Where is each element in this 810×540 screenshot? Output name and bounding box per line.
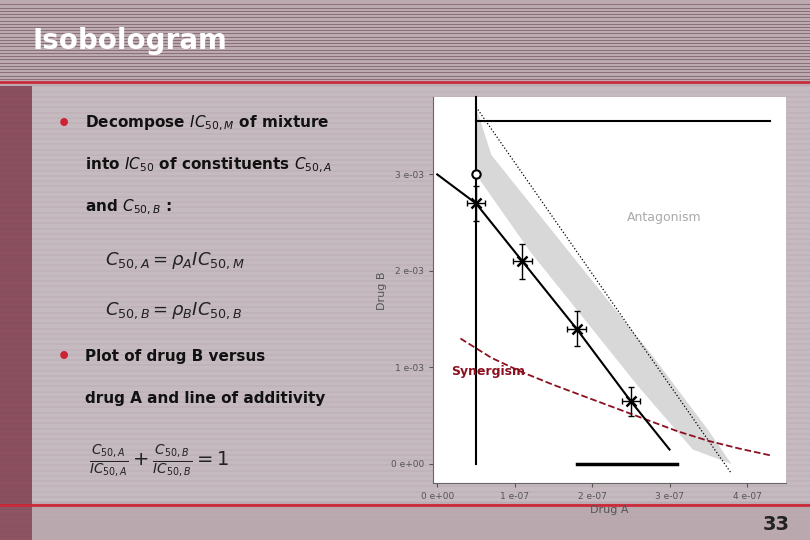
Text: into $\mathit{IC}_{50}$ of constituents $\mathit{C}_{50,\mathit{A}}$: into $\mathit{IC}_{50}$ of constituents … <box>85 156 332 175</box>
Text: Antagonism: Antagonism <box>627 211 701 224</box>
Polygon shape <box>476 107 731 464</box>
Text: and $\mathit{C}_{50,\mathit{B}}$ :: and $\mathit{C}_{50,\mathit{B}}$ : <box>85 197 172 217</box>
Text: 33: 33 <box>763 515 790 534</box>
X-axis label: Drug A: Drug A <box>590 505 629 516</box>
Text: Plot of drug B versus: Plot of drug B versus <box>85 349 266 364</box>
Text: Synergism: Synergism <box>451 365 525 378</box>
Text: •: • <box>57 114 71 134</box>
Text: drug A and line of additivity: drug A and line of additivity <box>85 391 326 406</box>
Text: $C_{50,A} = \rho_A IC_{50,M}$: $C_{50,A} = \rho_A IC_{50,M}$ <box>105 251 245 271</box>
Text: •: • <box>57 347 71 367</box>
Text: $C_{50,B} = \rho_B IC_{50,B}$: $C_{50,B} = \rho_B IC_{50,B}$ <box>105 301 242 321</box>
Text: Isobologram: Isobologram <box>32 28 228 56</box>
Bar <box>0 502 32 540</box>
Text: $\frac{C_{50,A}}{IC_{50,A}} + \frac{C_{50,B}}{IC_{50,B}} = 1$: $\frac{C_{50,A}}{IC_{50,A}} + \frac{C_{5… <box>89 442 229 479</box>
Y-axis label: Drug B: Drug B <box>377 271 387 309</box>
Bar <box>0 86 32 502</box>
Text: Decompose $\mathit{IC}_{50,\mathit{M}}$ of mixture: Decompose $\mathit{IC}_{50,\mathit{M}}$ … <box>85 114 330 133</box>
